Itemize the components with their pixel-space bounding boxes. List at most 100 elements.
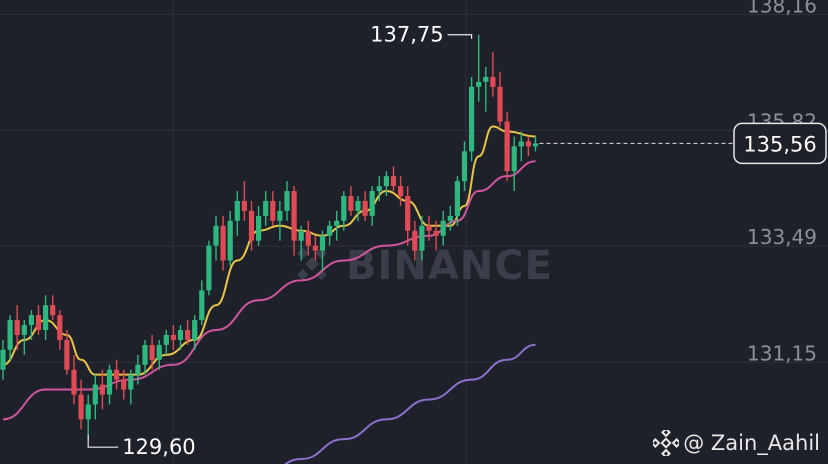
candle-body	[43, 305, 49, 331]
candle-body	[213, 225, 219, 246]
candle	[156, 339, 162, 370]
candle-body	[192, 320, 198, 340]
candle-body	[263, 200, 269, 216]
candle-body	[291, 191, 297, 241]
candle	[483, 66, 489, 112]
candle-body	[305, 230, 311, 246]
candle	[0, 339, 6, 380]
candle-body	[99, 384, 105, 395]
candle	[412, 220, 418, 261]
candle	[220, 215, 226, 271]
candle	[14, 305, 20, 350]
candle-body	[518, 141, 524, 147]
candle-body	[461, 151, 468, 182]
candle-body	[383, 176, 389, 187]
candle	[518, 131, 524, 162]
candle	[511, 136, 517, 192]
candle	[248, 200, 255, 251]
candle	[85, 394, 91, 440]
author-handle: @ Zain_Aahil	[683, 431, 820, 455]
candle	[298, 225, 304, 261]
candle	[43, 295, 49, 340]
candle	[256, 205, 262, 246]
candle	[341, 191, 347, 231]
candle	[490, 52, 496, 97]
candle	[57, 310, 63, 350]
candle	[469, 76, 475, 162]
candle	[135, 354, 141, 385]
candle-body	[106, 369, 113, 395]
candle-body	[163, 334, 169, 345]
candle-body	[277, 210, 283, 221]
candle	[121, 369, 127, 400]
candle	[284, 181, 290, 221]
candle-body	[497, 86, 503, 122]
candle	[163, 330, 169, 355]
watermark-text: BINANCE	[346, 243, 553, 289]
current-price-tag: 135,56	[539, 122, 827, 165]
candle	[192, 315, 198, 350]
candle-body	[312, 245, 318, 251]
candle	[270, 191, 276, 226]
candle-body	[121, 379, 127, 390]
candle	[312, 235, 318, 261]
candle-body	[511, 146, 517, 172]
candle-body	[50, 305, 56, 316]
candle	[114, 359, 120, 390]
candle-body	[78, 394, 84, 420]
candle-body	[21, 325, 27, 335]
candle	[199, 280, 205, 326]
candle-body	[490, 76, 496, 87]
candle-body	[248, 210, 255, 241]
current-price-label: 135,56	[743, 132, 816, 156]
candle	[327, 220, 333, 246]
annotations: 137,75 129,60	[87, 23, 473, 459]
candle	[142, 339, 148, 375]
candle	[334, 210, 340, 241]
candle	[64, 330, 70, 375]
candle-body	[355, 200, 361, 211]
candle	[433, 220, 439, 251]
candle-body	[57, 315, 63, 340]
candle-body	[319, 235, 326, 251]
binance-logo-icon	[653, 430, 680, 456]
candle-body	[92, 384, 98, 405]
candle	[362, 191, 368, 221]
candle	[206, 240, 212, 296]
candle	[128, 369, 134, 405]
candle-body	[532, 143, 539, 147]
candle-body	[525, 141, 531, 147]
candle-body	[440, 220, 446, 236]
candle	[92, 374, 98, 420]
candle	[390, 166, 397, 192]
y-tick-label: 133,49	[747, 225, 817, 249]
candle	[177, 325, 184, 350]
candle-body	[28, 315, 34, 326]
candle-body	[433, 230, 439, 236]
candle-body	[327, 225, 333, 236]
candle-body	[483, 76, 489, 82]
author-credit: @ Zain_Aahil	[653, 430, 820, 456]
candle-body	[426, 225, 432, 231]
candle	[185, 320, 191, 345]
candle-body	[469, 86, 475, 152]
high-annotation-line	[447, 34, 473, 39]
candle	[21, 320, 27, 355]
candle-body	[114, 369, 120, 380]
candle-body	[142, 344, 148, 365]
candle	[106, 364, 113, 405]
high-annotation-label: 137,75	[370, 23, 443, 47]
candle	[241, 181, 247, 221]
candle	[213, 215, 219, 261]
candle	[419, 215, 425, 261]
candle-body	[334, 220, 340, 226]
candle-body	[376, 186, 382, 192]
low-annotation-label: 129,60	[122, 435, 195, 459]
candle-body	[135, 364, 141, 375]
candle-body	[156, 344, 162, 360]
candle-body	[412, 230, 418, 251]
candle	[476, 34, 482, 102]
candle	[405, 186, 411, 246]
candle	[71, 354, 77, 405]
candle	[461, 141, 468, 192]
